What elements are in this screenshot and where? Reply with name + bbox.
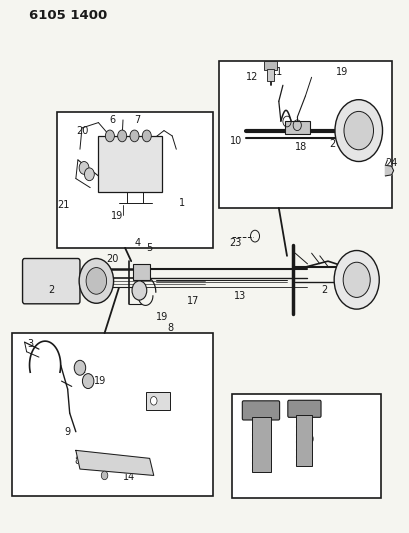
Bar bbox=[295, 415, 312, 466]
Bar bbox=[219, 61, 391, 208]
Bar bbox=[264, 61, 276, 70]
Circle shape bbox=[132, 281, 146, 300]
Polygon shape bbox=[384, 165, 393, 176]
Bar bbox=[145, 392, 170, 410]
Text: 4: 4 bbox=[134, 238, 140, 247]
Text: 17: 17 bbox=[186, 296, 198, 306]
Bar bbox=[133, 264, 149, 280]
Text: 1: 1 bbox=[179, 198, 185, 207]
Text: 2: 2 bbox=[320, 286, 326, 295]
FancyBboxPatch shape bbox=[242, 401, 279, 420]
Text: 20: 20 bbox=[106, 254, 119, 263]
Bar bbox=[284, 121, 309, 134]
Circle shape bbox=[117, 130, 126, 142]
Text: 14: 14 bbox=[123, 472, 135, 482]
Circle shape bbox=[82, 374, 94, 389]
Circle shape bbox=[343, 111, 373, 150]
Text: 13: 13 bbox=[233, 291, 245, 301]
Text: 11: 11 bbox=[270, 67, 282, 77]
Circle shape bbox=[79, 259, 113, 303]
Text: 12: 12 bbox=[155, 398, 168, 407]
Bar bbox=[12, 333, 213, 496]
FancyBboxPatch shape bbox=[22, 259, 80, 304]
Circle shape bbox=[150, 397, 157, 405]
Circle shape bbox=[101, 471, 108, 480]
Text: 19: 19 bbox=[94, 376, 106, 386]
Text: 24: 24 bbox=[384, 158, 397, 167]
Circle shape bbox=[130, 130, 139, 142]
Text: 18: 18 bbox=[258, 435, 270, 445]
Circle shape bbox=[84, 168, 94, 181]
Bar bbox=[57, 112, 213, 248]
Circle shape bbox=[105, 130, 114, 142]
Circle shape bbox=[74, 360, 85, 375]
Text: 19: 19 bbox=[303, 435, 315, 445]
Bar bbox=[98, 136, 162, 192]
Text: 7: 7 bbox=[134, 115, 140, 125]
Circle shape bbox=[79, 161, 89, 174]
Text: 19: 19 bbox=[335, 67, 348, 77]
Text: 19: 19 bbox=[155, 312, 168, 322]
Text: 3: 3 bbox=[28, 339, 34, 349]
Text: 5: 5 bbox=[146, 243, 153, 253]
Text: 6: 6 bbox=[110, 115, 115, 125]
FancyBboxPatch shape bbox=[287, 400, 320, 417]
Text: 20: 20 bbox=[76, 126, 88, 135]
Circle shape bbox=[333, 251, 378, 309]
Bar bbox=[266, 69, 274, 81]
Text: 9: 9 bbox=[65, 427, 70, 437]
Text: 2: 2 bbox=[48, 286, 54, 295]
Text: 23: 23 bbox=[229, 238, 241, 247]
Text: 19: 19 bbox=[110, 211, 123, 221]
Circle shape bbox=[86, 268, 106, 294]
Text: 2: 2 bbox=[328, 139, 335, 149]
Text: 18: 18 bbox=[294, 142, 307, 151]
Polygon shape bbox=[76, 450, 153, 475]
Circle shape bbox=[342, 262, 369, 297]
Bar bbox=[231, 394, 380, 498]
Text: 21: 21 bbox=[57, 200, 70, 210]
Text: 8: 8 bbox=[75, 456, 81, 466]
Text: 10: 10 bbox=[229, 136, 241, 146]
Circle shape bbox=[334, 100, 382, 161]
Text: 2: 2 bbox=[79, 366, 85, 375]
Bar bbox=[251, 417, 271, 472]
Text: 12: 12 bbox=[245, 72, 258, 82]
Text: 8: 8 bbox=[167, 323, 173, 333]
Text: 6105 1400: 6105 1400 bbox=[29, 9, 107, 22]
Circle shape bbox=[142, 130, 151, 142]
